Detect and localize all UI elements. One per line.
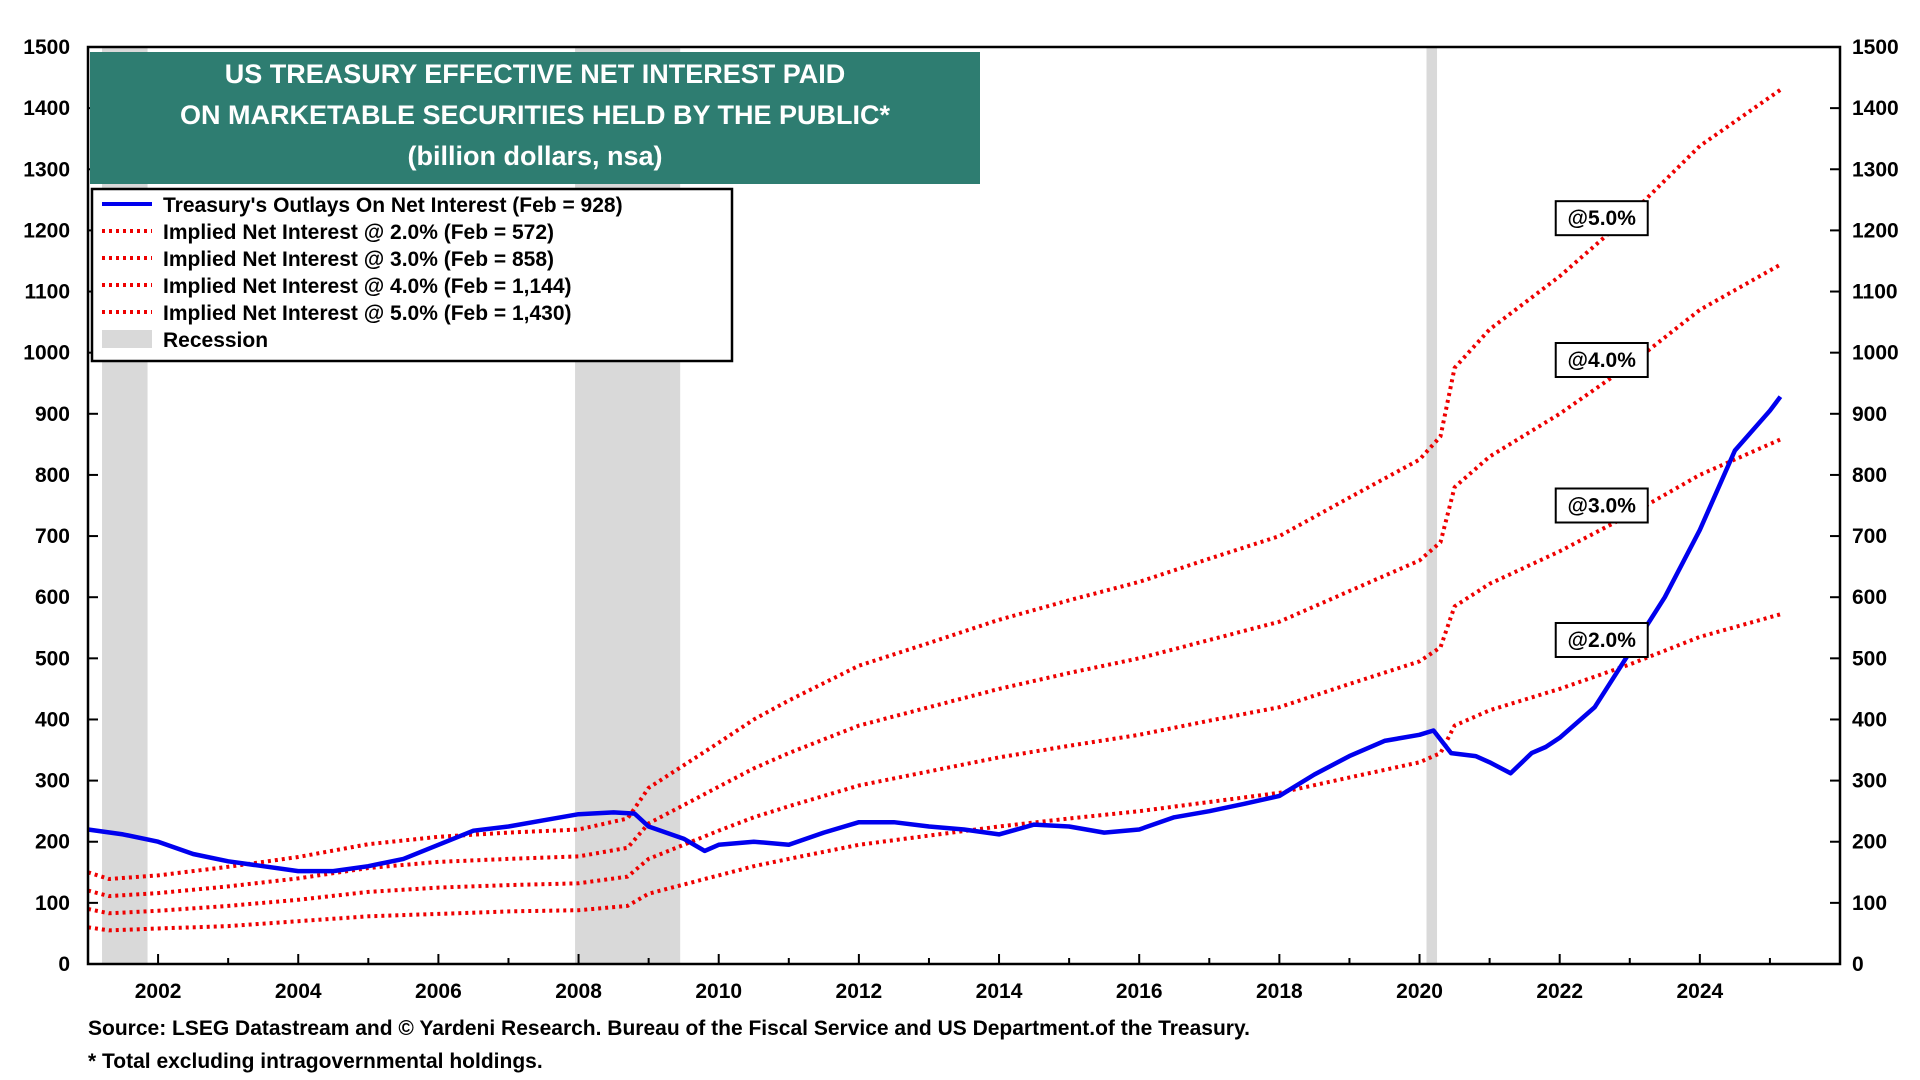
source-note: Source: LSEG Datastream and © Yardeni Re… (88, 1017, 1250, 1040)
x-tick-label: 2012 (836, 980, 883, 1003)
y-tick-label-right: 1200 (1852, 219, 1899, 242)
x-tick-label: 2024 (1676, 980, 1723, 1003)
recession-band-0 (102, 47, 148, 964)
annotation-20: @2.0% (1554, 621, 1649, 658)
y-tick-label-left: 300 (35, 770, 70, 793)
data-series (87, 88, 1783, 933)
y-tick-label-left: 900 (35, 403, 70, 426)
y-tick-label-right: 100 (1852, 892, 1887, 915)
y-tick-label-right: 400 (1852, 708, 1887, 731)
legend: Treasury's Outlays On Net Interest (Feb … (90, 187, 734, 363)
x-tick-label: 2022 (1536, 980, 1583, 1003)
annotation-box (1554, 200, 1649, 237)
recession-band-2 (1426, 47, 1438, 964)
annotation-40: @4.0% (1554, 342, 1649, 379)
y-tick-label-left: 1400 (23, 97, 70, 120)
y-tick-label-left: 400 (35, 708, 70, 731)
legend-item-5pct: Implied Net Interest @ 5.0% (Feb = 1,430… (163, 302, 572, 325)
y-tick-label-right: 800 (1852, 464, 1887, 487)
annotation-label: @3.0% (1568, 495, 1637, 518)
legend-item-4pct: Implied Net Interest @ 4.0% (Feb = 1,144… (163, 275, 572, 298)
x-tick-label: 2020 (1396, 980, 1443, 1003)
legend-swatch-recession (102, 330, 152, 348)
footnote: * Total excluding intragovernmental hold… (88, 1050, 543, 1073)
chart-subtitle: (billion dollars, nsa) (407, 141, 662, 171)
y-tick-label-right: 700 (1852, 525, 1887, 548)
y-tick-label-left: 1300 (23, 158, 70, 181)
x-tick-label: 2008 (555, 980, 602, 1003)
y-tick-label-left: 100 (35, 892, 70, 915)
legend-item-outlays: Treasury's Outlays On Net Interest (Feb … (163, 194, 623, 217)
y-tick-label-right: 300 (1852, 770, 1887, 793)
y-tick-label-right: 600 (1852, 586, 1887, 609)
y-axis-right-labels: 0 100 200 300 400 500 600 700 800 900 1000 1100 1200… (1852, 36, 1899, 976)
annotation-box (1554, 342, 1649, 379)
x-tick-label: 2006 (415, 980, 462, 1003)
y-tick-label-right: 1000 (1852, 342, 1899, 365)
annotation-box (1554, 487, 1649, 524)
y-tick-label-right: 500 (1852, 647, 1887, 670)
y-tick-label-left: 1500 (23, 36, 70, 59)
y-tick-label-right: 1100 (1852, 281, 1898, 304)
plot-frame (86, 45, 1842, 966)
x-axis-labels: 2002 2004 2006 2008 2010 2012 2014 2016 2018 2020… (135, 980, 1724, 1003)
series-line-implied-net-interest-5-0- (87, 88, 1782, 881)
chart-title-line-1: US TREASURY EFFECTIVE NET INTEREST PAID (225, 59, 846, 89)
y-tick-label-left: 700 (35, 525, 70, 548)
y-tick-label-left: 1000 (23, 342, 70, 365)
legend-item-recession: Recession (163, 329, 268, 352)
x-tick-label: 2010 (695, 980, 742, 1003)
y-tick-label-right: 900 (1852, 403, 1887, 426)
y-tick-label-right: 1500 (1852, 36, 1899, 59)
recession-bands (102, 47, 1438, 964)
rate-annotations: @5.0% @4.0% @3.0% @2.0% (1554, 200, 1649, 658)
y-tick-label-left: 1200 (23, 219, 70, 242)
annotation-30: @3.0% (1554, 487, 1649, 524)
annotation-label: @2.0% (1568, 629, 1637, 652)
x-tick-label: 2004 (275, 980, 322, 1003)
y-tick-label-left: 200 (35, 831, 70, 854)
y-tick-label-left: 800 (35, 464, 70, 487)
y-tick-label-right: 1400 (1852, 97, 1899, 120)
y-tick-label-left: 600 (35, 586, 70, 609)
y-tick-label-right: 200 (1852, 831, 1887, 854)
y-tick-label-left: 1100 (24, 281, 70, 304)
y-tick-label-left: 500 (35, 647, 70, 670)
annotation-box (1554, 621, 1649, 658)
y-tick-label-left: 0 (58, 953, 70, 976)
y-tick-label-right: 0 (1852, 953, 1864, 976)
series-line-implied-net-interest-2-0- (87, 612, 1781, 933)
x-tick-label: 2014 (976, 980, 1023, 1003)
y-tick-label-right: 1300 (1852, 158, 1899, 181)
annotation-50: @5.0% (1554, 200, 1649, 237)
series-line-implied-net-interest-3-0- (87, 437, 1782, 916)
x-tick-label: 2016 (1116, 980, 1163, 1003)
chart-title-line-2: ON MARKETABLE SECURITIES HELD BY THE PUB… (180, 100, 891, 130)
y-axis-left-labels: 0 100 200 300 400 500 600 700 800 900 1000 1100 1200… (23, 36, 70, 976)
x-tick-label: 2018 (1256, 980, 1303, 1003)
recession-band-1 (575, 47, 681, 964)
x-tick-label: 2002 (135, 980, 182, 1003)
series-line-treasury-s-outlays-on-net-interest (87, 395, 1783, 874)
annotation-label: @4.0% (1568, 349, 1637, 372)
legend-item-3pct: Implied Net Interest @ 3.0% (Feb = 858) (163, 248, 554, 271)
chart-title-box: US TREASURY EFFECTIVE NET INTEREST PAID … (90, 52, 980, 184)
annotation-label: @5.0% (1568, 207, 1637, 230)
legend-item-2pct: Implied Net Interest @ 2.0% (Feb = 572) (163, 221, 554, 244)
